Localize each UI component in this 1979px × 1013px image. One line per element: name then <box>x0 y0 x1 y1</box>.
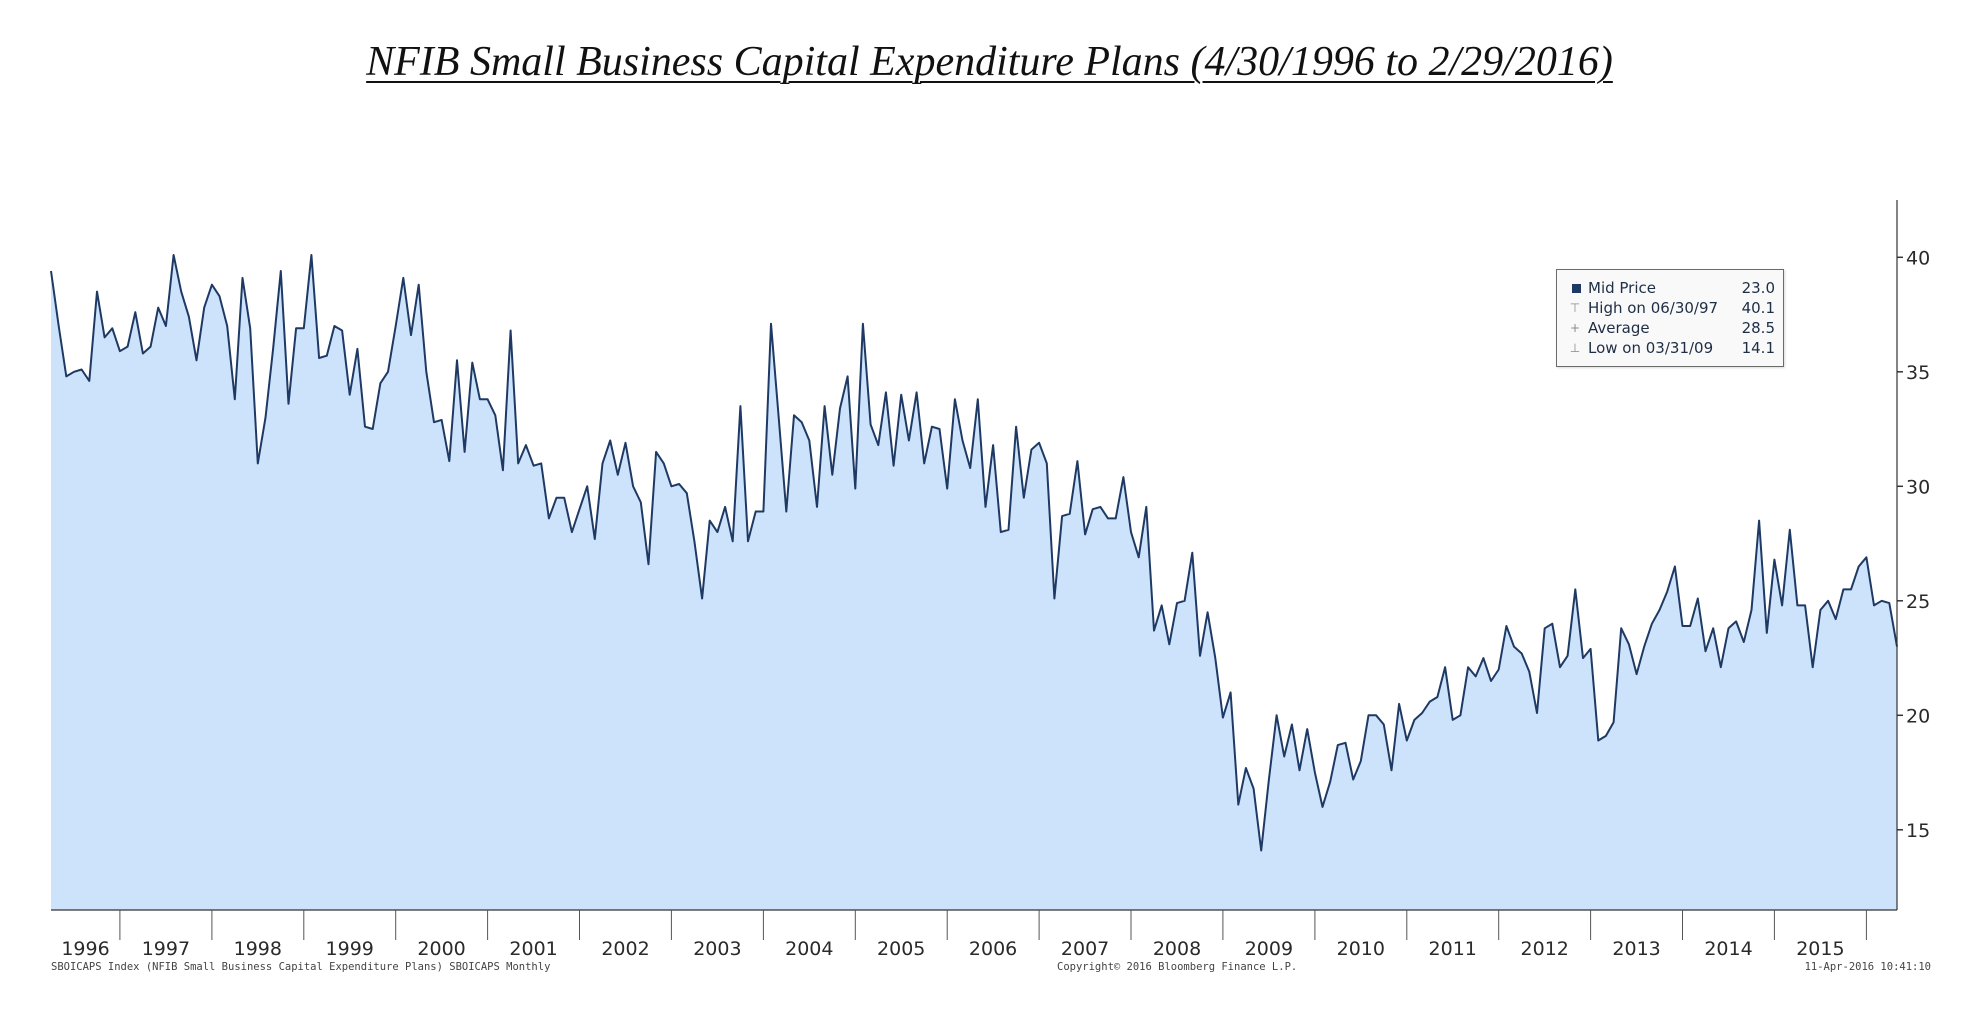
x-tick-label: 2004 <box>785 938 833 960</box>
x-tick-label: 2002 <box>601 938 649 960</box>
legend-value: 28.5 <box>1741 319 1775 337</box>
y-tick-label: 20 <box>1906 705 1930 727</box>
legend-value: 23.0 <box>1741 279 1775 297</box>
y-tick-label: 30 <box>1906 476 1930 498</box>
x-tick-label: 2010 <box>1337 938 1385 960</box>
x-tick-label: 2011 <box>1429 938 1477 960</box>
footer-timestamp: 11-Apr-2016 10:41:10 <box>1804 961 1931 973</box>
x-tick-label: 2000 <box>417 938 465 960</box>
footer-source: SBOICAPS Index (NFIB Small Business Capi… <box>51 961 551 973</box>
x-tick-label: 1999 <box>326 938 374 960</box>
legend-value: 14.1 <box>1741 339 1775 357</box>
x-tick-label: 1997 <box>142 938 190 960</box>
legend-item: ⊥ Low on 03/31/09 14.1 <box>1557 338 1783 358</box>
legend-value: 40.1 <box>1741 299 1775 317</box>
legend-marker-icon: ⊥ <box>1569 341 1581 355</box>
legend-item: Mid Price 23.0 <box>1557 278 1783 298</box>
x-tick-label: 2001 <box>509 938 557 960</box>
y-tick-label: 40 <box>1906 247 1930 269</box>
x-tick-label: 2005 <box>877 938 925 960</box>
x-tick-label: 2015 <box>1796 938 1844 960</box>
series-line <box>50 254 1898 852</box>
chart-title: NFIB Small Business Capital Expenditure … <box>366 39 1613 85</box>
legend-box: Mid Price 23.0 ⊤ High on 06/30/97 40.1 + Avera… <box>1556 269 1784 367</box>
legend-marker-icon: + <box>1569 321 1581 335</box>
legend-marker-icon: ⊤ <box>1569 301 1581 315</box>
x-tick-label: 2012 <box>1521 938 1569 960</box>
series-area <box>51 255 1897 910</box>
x-tick-label: 2013 <box>1612 938 1660 960</box>
legend-item: + Average 28.5 <box>1557 318 1783 338</box>
legend-label: High on 06/30/97 <box>1588 299 1719 317</box>
y-tick-label: 25 <box>1906 591 1930 613</box>
y-tick-label: 35 <box>1906 362 1930 384</box>
legend-label: Mid Price <box>1588 279 1656 297</box>
x-tick-label: 2003 <box>693 938 741 960</box>
x-tick-label: 2006 <box>969 938 1017 960</box>
x-tick-label: 2007 <box>1061 938 1109 960</box>
legend-swatch <box>1568 278 1582 298</box>
x-tick-label: 1996 <box>61 938 109 960</box>
x-tick-label: 2008 <box>1153 938 1201 960</box>
footer-copyright: Copyright© 2016 Bloomberg Finance L.P. <box>1057 961 1298 973</box>
legend-item: ⊤ High on 06/30/97 40.1 <box>1557 298 1783 318</box>
x-tick-label: 1998 <box>234 938 282 960</box>
x-tick-label: 2009 <box>1245 938 1293 960</box>
y-tick-label: 15 <box>1906 820 1930 842</box>
x-tick-label: 2014 <box>1704 938 1752 960</box>
legend-label: Low on 03/31/09 <box>1588 339 1714 357</box>
legend-label: Average <box>1588 319 1650 337</box>
